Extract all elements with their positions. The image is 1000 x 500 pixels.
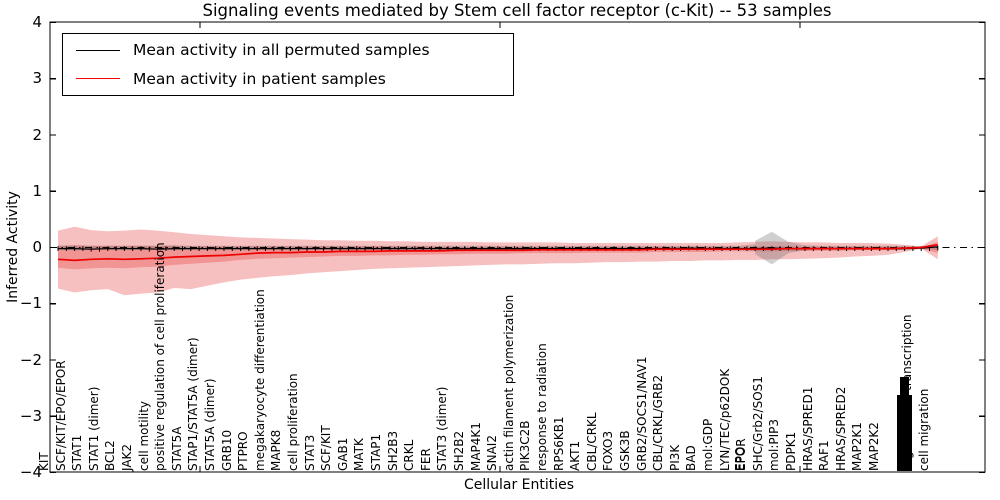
x-tick-label: STAT1	[70, 434, 85, 471]
y-tick-label: 3	[32, 69, 42, 88]
legend-item: Mean activity in all permuted samples	[76, 41, 513, 59]
x-tick-label: STAT3	[302, 434, 317, 471]
x-tick-label: KIT	[37, 452, 51, 471]
x-tick-label: CBL/CRKL/GRB2	[651, 374, 666, 471]
x-tick-label: megakaryocyte differentiation	[252, 289, 267, 471]
cluster-block-main	[897, 395, 912, 471]
x-tick-label: SHC/Grb2/SOS1	[750, 376, 765, 471]
legend-item: Mean activity in patient samples	[76, 70, 513, 88]
x-tick-label: RAF1	[817, 440, 832, 471]
legend-line-sample	[76, 78, 120, 80]
x-tick-label: PIK3C2B	[518, 420, 533, 471]
band-patient-samples-range-outer	[58, 226, 938, 296]
x-tick-label: cell migration	[916, 388, 931, 471]
x-tick-label: LYN/TEC/p62DOK	[717, 368, 732, 471]
y-tick-label: −1	[19, 294, 42, 313]
x-tick-label: STAT3 (dimer)	[435, 386, 450, 471]
y-tick-label: −3	[19, 406, 42, 425]
legend-label: Mean activity in all permuted samples	[133, 41, 430, 60]
patient-mean-line	[57, 243, 938, 262]
y-tick-label: −2	[19, 350, 42, 369]
x-tick-label: EPOR	[734, 438, 749, 471]
y-tick-label: 2	[32, 125, 42, 144]
y-tick-label: 4	[32, 13, 42, 31]
x-tick-label: BCL2	[103, 440, 118, 471]
x-tick-label: AKT1	[568, 440, 583, 471]
y-tick-label: −4	[19, 463, 42, 481]
x-tick-label: PI3K	[667, 444, 682, 471]
x-tick-label: mol:PIP3	[767, 418, 782, 471]
x-tick-label: PTPRO	[236, 431, 251, 471]
x-tick-label: MAP4K1	[468, 422, 483, 471]
x-tick-label: MAP2K1	[850, 422, 865, 471]
x-tick-label: STAT1 (dimer)	[86, 386, 101, 471]
x-tick-label: SH2B2	[452, 430, 466, 471]
x-tick-label: cell proliferation	[286, 373, 300, 471]
y-tick-label: 1	[32, 181, 42, 200]
legend-label: Mean activity in patient samples	[133, 69, 386, 88]
x-tick-label: actin filament polymerization	[501, 294, 516, 471]
x-tick-label: STAP1/STAT5A (dimer)	[186, 337, 201, 471]
x-axis-label: Cellular Entities	[463, 477, 575, 493]
x-tick-label: GRB10	[219, 429, 234, 471]
x-tick-label: MAP2K2	[867, 422, 881, 471]
x-tick-label: GAB1	[335, 437, 350, 471]
axis-ticks	[50, 21, 985, 474]
plot-title: Signaling events mediated by Stem cell f…	[202, 1, 832, 20]
x-tick-label: SCF/KIT	[319, 425, 334, 471]
x-tick-label: cell motility	[136, 400, 151, 471]
x-tick-label: SH2B3	[385, 430, 400, 471]
x-tick-label: mol:GDP	[701, 418, 715, 471]
x-tick-label: MATK	[352, 438, 367, 471]
x-tick-label: STAT5A	[169, 426, 184, 471]
x-tick-label: JAK2	[120, 443, 134, 471]
x-tick-label: STAT5A (dimer)	[203, 378, 217, 471]
x-tick-label: HRAS/SPRED2	[833, 386, 848, 471]
x-tick-label: FER	[418, 448, 433, 471]
x-tick-label: PDPK1	[784, 431, 798, 471]
legend: Mean activity in all permuted samples Mea…	[62, 33, 514, 96]
x-tick-label: GRB2/SOCS1/NAV1	[634, 356, 649, 471]
x-tick-label: RPS6KB1	[551, 416, 566, 471]
x-tick-label: STAP1	[369, 433, 383, 471]
x-tick-label: response to radiation	[535, 343, 549, 471]
y-tick-label: 0	[32, 238, 42, 256]
x-tick-label: HRAS/SPRED1	[800, 386, 815, 471]
x-tick-label: FOXO3	[601, 430, 616, 471]
x-tick-label: MAPK8	[269, 429, 284, 471]
x-tick-label: SCF/KIT/EPO/EPOR	[53, 360, 68, 471]
x-tick-label: BAD	[684, 445, 699, 471]
x-tick-label: CBL/CRKL	[584, 412, 599, 471]
x-tick-label: SNAI2	[485, 435, 500, 471]
x-tick-label: positive regulation of cell proliferatio…	[153, 242, 168, 471]
x-tick-label: GSK3B	[618, 430, 632, 471]
legend-line-sample	[76, 49, 120, 51]
x-tick-label: CRKL	[402, 439, 417, 471]
cluster-block-speckle	[900, 377, 909, 395]
